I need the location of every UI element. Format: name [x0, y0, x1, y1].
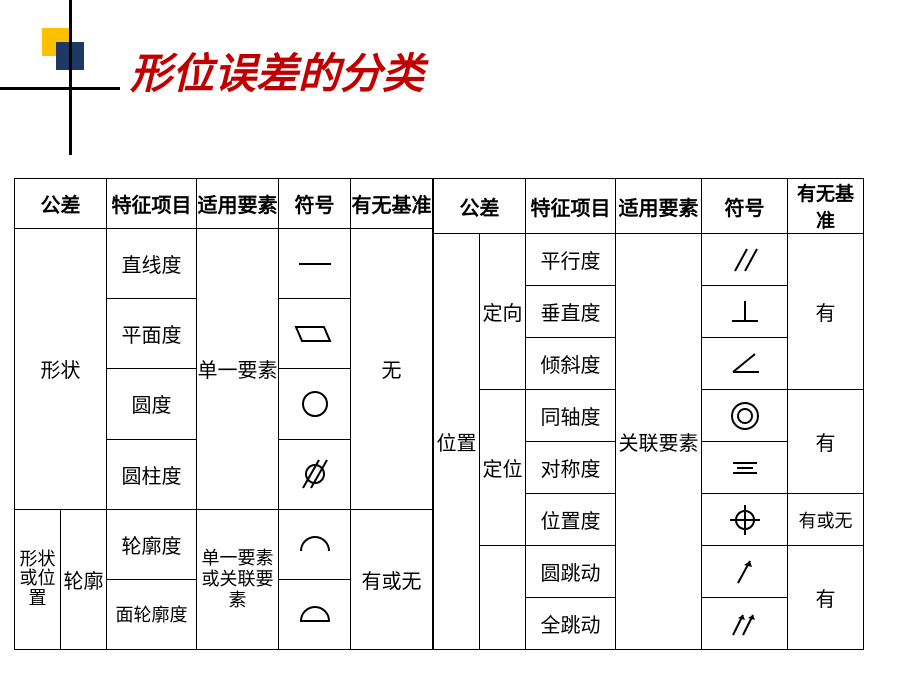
- symbol-roundness-icon: [279, 369, 351, 439]
- classification-table: 公差 特征项目 适用要素 符号 有无基准 形状 直线度 单一要素 无 平面度 圆…: [14, 178, 864, 650]
- item-cylindricity: 圆柱度: [107, 439, 197, 509]
- col-tolerance: 公差: [15, 179, 107, 229]
- right-table: 公差 特征项目 适用要素 符号 有无基准 位置 定向 平行度 关联要素 有 垂直…: [433, 178, 864, 650]
- symbol-coaxiality-icon: [702, 390, 788, 442]
- symbol-angularity-icon: [702, 338, 788, 390]
- symbol-parallelism-icon: [702, 234, 788, 286]
- applicable-single-or-related: 单一要素或关联要素: [197, 509, 279, 649]
- item-total-runout: 全跳动: [526, 598, 616, 650]
- datum-yes-1: 有: [788, 234, 864, 390]
- symbol-circular-runout-icon: [702, 546, 788, 598]
- col-tolerance-r: 公差: [434, 179, 526, 234]
- sub-profile: 轮廓: [61, 509, 107, 649]
- symbol-symmetry-icon: [702, 442, 788, 494]
- sub-location: 定位: [480, 390, 526, 546]
- slide-logo: [28, 28, 86, 128]
- item-straightness: 直线度: [107, 229, 197, 299]
- item-position: 位置度: [526, 494, 616, 546]
- symbol-straightness-icon: [279, 229, 351, 299]
- col-symbol-r: 符号: [702, 179, 788, 234]
- col-datum-r: 有无基准: [788, 179, 864, 234]
- symbol-position-icon: [702, 494, 788, 546]
- item-coaxiality: 同轴度: [526, 390, 616, 442]
- applicable-single: 单一要素: [197, 229, 279, 510]
- col-feature-r: 特征项目: [526, 179, 616, 234]
- item-circular-runout: 圆跳动: [526, 546, 616, 598]
- page-title: 形位误差的分类: [130, 40, 424, 101]
- item-perpendicularity: 垂直度: [526, 286, 616, 338]
- item-roundness: 圆度: [107, 369, 197, 439]
- logo-horizontal-line: [0, 87, 120, 90]
- header: 形位误差的分类: [0, 0, 920, 130]
- symbol-flatness-icon: [279, 299, 351, 369]
- datum-yes-2: 有: [788, 390, 864, 494]
- cat-position: 位置: [434, 234, 480, 650]
- item-line-profile: 轮廓度: [107, 509, 197, 579]
- logo-vertical-line: [69, 0, 72, 155]
- item-flatness: 平面度: [107, 299, 197, 369]
- col-datum: 有无基准: [351, 179, 433, 229]
- datum-yes-3: 有: [788, 546, 864, 650]
- item-angularity: 倾斜度: [526, 338, 616, 390]
- item-parallelism: 平行度: [526, 234, 616, 286]
- datum-yes-or-no: 有或无: [351, 509, 433, 649]
- cat-shape: 形状: [15, 229, 107, 510]
- symbol-cylindricity-icon: [279, 439, 351, 509]
- symbol-perpendicularity-icon: [702, 286, 788, 338]
- left-table: 公差 特征项目 适用要素 符号 有无基准 形状 直线度 单一要素 无 平面度 圆…: [14, 178, 433, 650]
- item-surface-profile: 面轮廓度: [107, 579, 197, 649]
- col-symbol: 符号: [279, 179, 351, 229]
- col-applicable: 适用要素: [197, 179, 279, 229]
- datum-none: 无: [351, 229, 433, 510]
- col-feature: 特征项目: [107, 179, 197, 229]
- symbol-surface-profile-icon: [279, 579, 351, 649]
- applicable-related: 关联要素: [616, 234, 702, 650]
- sub-orientation: 定向: [480, 234, 526, 390]
- item-symmetry: 对称度: [526, 442, 616, 494]
- datum-yes-or-no-r: 有或无: [788, 494, 864, 546]
- symbol-total-runout-icon: [702, 598, 788, 650]
- cat-shape-or-position: 形状或位置: [15, 509, 61, 649]
- symbol-line-profile-icon: [279, 509, 351, 579]
- col-applicable-r: 适用要素: [616, 179, 702, 234]
